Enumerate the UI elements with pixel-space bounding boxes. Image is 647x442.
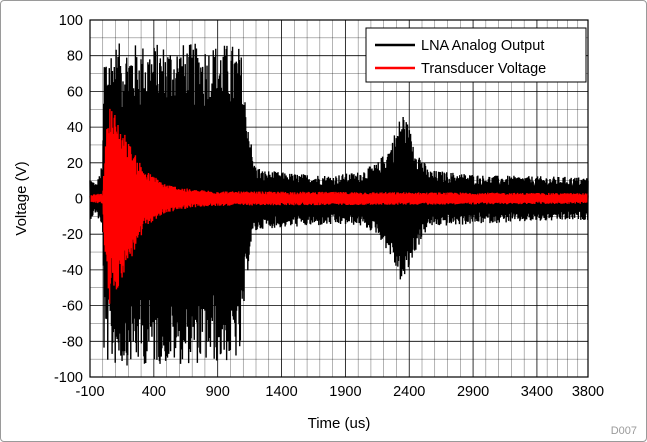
series-transducer-voltage	[89, 108, 589, 304]
figure-id-tag: D007	[611, 425, 637, 437]
x-tick-label: 900	[206, 384, 230, 400]
y-tick-label: -100	[54, 370, 83, 386]
x-axis-ticks: -100 400 900 1400 1900 2400 2900 3400 3800	[75, 384, 604, 400]
y-tick-label: 60	[67, 84, 83, 100]
y-axis-ticks: -100 -80 -60 -40 -20 0 20 40 60 80 100	[54, 13, 83, 386]
x-tick-label: 1400	[265, 384, 297, 400]
y-tick-label: 40	[67, 120, 83, 136]
legend-box	[365, 27, 587, 83]
y-tick-label: -40	[62, 263, 83, 279]
x-tick-label: 2400	[393, 384, 425, 400]
legend-label-transducer: Transducer Voltage	[421, 61, 546, 77]
x-tick-label: 2900	[457, 384, 489, 400]
y-tick-label: -20	[62, 227, 83, 243]
y-tick-label: -80	[62, 334, 83, 350]
y-tick-label: -60	[62, 299, 83, 315]
legend: LNA Analog Output Transducer Voltage	[365, 27, 587, 83]
y-tick-label: 100	[59, 13, 83, 29]
y-axis-label: Voltage (V)	[13, 161, 30, 235]
x-tick-label: 3400	[521, 384, 553, 400]
legend-label-lna: LNA Analog Output	[421, 38, 544, 54]
x-tick-label: 3800	[572, 384, 604, 400]
x-tick-label: 1900	[329, 384, 361, 400]
plot-area-border	[89, 19, 589, 378]
y-tick-label: 0	[75, 192, 83, 208]
y-tick-label: 80	[67, 49, 83, 65]
x-tick-label: 400	[142, 384, 166, 400]
y-tick-label: 20	[67, 156, 83, 172]
series-layer	[89, 43, 589, 366]
x-tick-label: -100	[75, 384, 104, 400]
x-axis-label: Time (us)	[308, 415, 371, 432]
